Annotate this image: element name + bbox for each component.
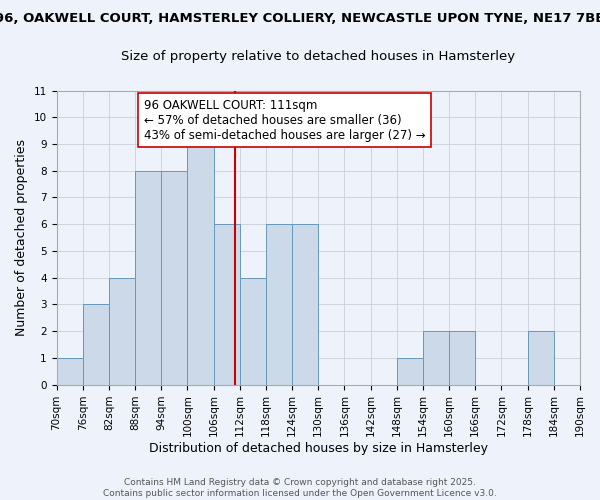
Bar <box>423 331 449 384</box>
Title: Size of property relative to detached houses in Hamsterley: Size of property relative to detached ho… <box>121 50 515 63</box>
Bar <box>187 144 214 384</box>
Text: 96, OAKWELL COURT, HAMSTERLEY COLLIERY, NEWCASTLE UPON TYNE, NE17 7BE: 96, OAKWELL COURT, HAMSTERLEY COLLIERY, … <box>0 12 600 26</box>
Bar <box>161 170 187 384</box>
X-axis label: Distribution of detached houses by size in Hamsterley: Distribution of detached houses by size … <box>149 442 488 455</box>
Bar <box>397 358 423 384</box>
Bar <box>56 358 83 384</box>
Bar <box>292 224 318 384</box>
Bar <box>214 224 240 384</box>
Bar <box>266 224 292 384</box>
Bar <box>449 331 475 384</box>
Text: 96 OAKWELL COURT: 111sqm
← 57% of detached houses are smaller (36)
43% of semi-d: 96 OAKWELL COURT: 111sqm ← 57% of detach… <box>144 98 425 142</box>
Bar <box>135 170 161 384</box>
Y-axis label: Number of detached properties: Number of detached properties <box>15 139 28 336</box>
Bar <box>527 331 554 384</box>
Bar <box>240 278 266 384</box>
Bar <box>109 278 135 384</box>
Text: Contains HM Land Registry data © Crown copyright and database right 2025.
Contai: Contains HM Land Registry data © Crown c… <box>103 478 497 498</box>
Bar <box>83 304 109 384</box>
